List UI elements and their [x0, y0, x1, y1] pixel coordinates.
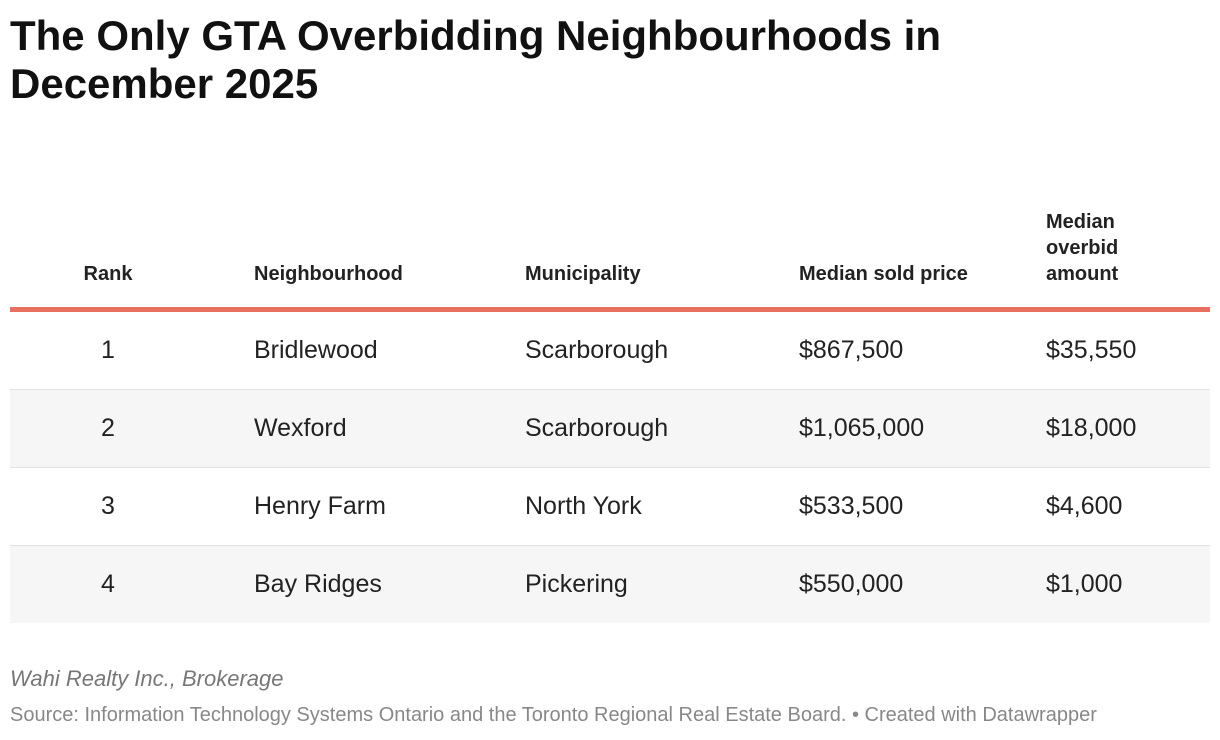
table-row: 1 Bridlewood Scarborough $867,500 $35,550	[10, 309, 1210, 390]
source: Source: Information Technology Systems O…	[10, 704, 1097, 726]
table-cell: Wexford	[206, 389, 525, 468]
table-row: 2 Wexford Scarborough $1,065,000 $18,000	[10, 389, 1210, 468]
table-row: 4 Bay Ridges Pickering $550,000 $1,000	[10, 545, 1210, 623]
column-header-text: Median overbid amount	[1046, 211, 1119, 285]
table-cell: $1,065,000	[799, 389, 1046, 468]
table-cell: 4	[10, 545, 206, 623]
table-body: 1 Bridlewood Scarborough $867,500 $35,550 2 We…	[10, 309, 1210, 623]
table-row: 3 Henry Farm North York $533,500 $4,600	[10, 467, 1210, 546]
table-cell: Scarborough	[525, 389, 799, 468]
table-cell: North York	[525, 467, 799, 546]
table-cell: $550,000	[799, 545, 1046, 623]
table-cell: $4,600	[1046, 467, 1210, 546]
table-cell: $18,000	[1046, 389, 1210, 468]
column-header: Median overbid amount	[1046, 200, 1210, 312]
table-cell: $533,500	[799, 467, 1046, 546]
table-cell: Pickering	[525, 545, 799, 623]
table-cell: $1,000	[1046, 545, 1210, 623]
table-cell: 2	[10, 389, 206, 468]
header-row: Rank Neighbourhood Municipality Median sold…	[10, 200, 1210, 312]
data-table: Rank Neighbourhood Municipality Median sold…	[10, 200, 1210, 623]
table-cell: $867,500	[799, 309, 1046, 390]
column-header: Rank	[10, 200, 206, 312]
column-header: Municipality	[525, 200, 799, 312]
table-cell: 3	[10, 467, 206, 546]
table-cell: Scarborough	[525, 309, 799, 390]
table-cell: Henry Farm	[206, 467, 525, 546]
title: The Only GTA Overbidding Neighbourhoods …	[10, 12, 941, 107]
table-cell: $35,550	[1046, 309, 1210, 390]
byline: Wahi Realty Inc., Brokerage	[10, 666, 284, 691]
column-header: Median sold price	[799, 200, 1046, 312]
table-cell: Bay Ridges	[206, 545, 525, 623]
table-cell: Bridlewood	[206, 309, 525, 390]
column-header: Neighbourhood	[206, 200, 525, 312]
table-cell: 1	[10, 309, 206, 390]
